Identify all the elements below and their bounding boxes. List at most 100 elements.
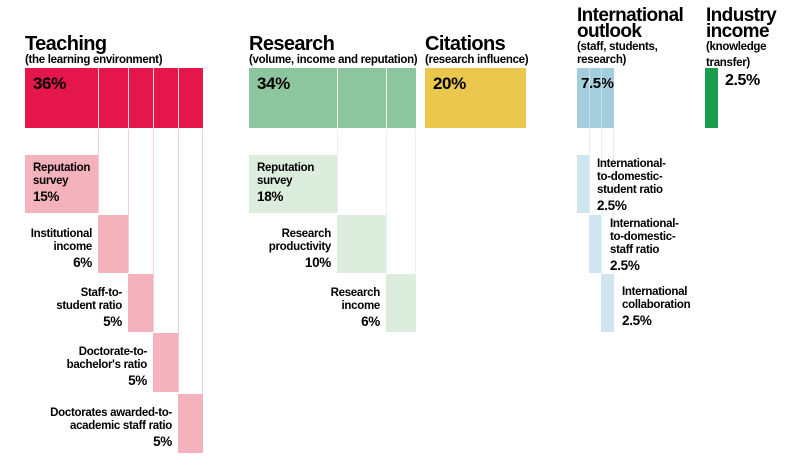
intl-sub-label-student-ratio: International- to-domestic- student rati… <box>597 158 666 212</box>
international-outlook-title: International outlook <box>577 5 684 42</box>
teaching-sub-label-doctorate-bachelor-ratio: Doctorate-to- bachelor's ratio 5% <box>66 346 148 388</box>
industry-income-title: Industry income <box>706 5 777 42</box>
subtitle-line: research) <box>577 54 627 66</box>
sub-label-line: productivity <box>268 241 332 253</box>
sub-label-line: Doctorates awarded-to- <box>50 407 172 419</box>
sub-label-line: Institutional <box>30 228 93 240</box>
citations-main-bar: 20% <box>425 68 526 128</box>
guide-line <box>153 129 154 332</box>
guide-line <box>386 129 387 273</box>
international-outlook-subtitle: (staff, students, research) <box>577 41 658 67</box>
bar-segment-divider <box>601 68 602 128</box>
sub-label-value: 2.5% <box>610 258 640 273</box>
sub-block-label: Reputation survey 18% <box>249 155 337 203</box>
subtitle-line: transfer) <box>706 57 750 69</box>
bar-segment-divider <box>386 68 387 128</box>
sub-label-value: 6% <box>361 314 380 329</box>
sub-label-value: 2.5% <box>622 313 652 328</box>
guide-line <box>202 129 203 453</box>
sub-label-value: 18% <box>257 189 284 204</box>
bar-segment-divider <box>337 68 338 128</box>
guide-line <box>415 129 416 332</box>
intl-sub-label-staff-ratio: International- to-domestic- staff ratio … <box>610 218 679 272</box>
sub-label-value: 5% <box>153 434 172 449</box>
sub-label-line: Research <box>330 287 381 299</box>
sub-label-line: survey <box>257 175 293 187</box>
bar-segment-divider <box>128 68 129 128</box>
sub-label-line: student ratio <box>597 184 663 196</box>
sub-label-value: 15% <box>33 189 60 204</box>
sub-label-value: 6% <box>73 255 92 270</box>
research-sub-block-reputation-survey: Reputation survey 18% <box>249 155 337 213</box>
sub-label-line: to-domestic- <box>597 171 663 183</box>
sub-label-line: International <box>622 286 688 298</box>
intl-sub-label-collaboration: International collaboration 2.5% <box>622 286 691 328</box>
teaching-sub-block-reputation-survey: Reputation survey 15% <box>25 155 98 213</box>
sub-label-line: Reputation <box>33 162 91 174</box>
sub-label-line: bachelor's ratio <box>66 359 148 371</box>
research-sub-label-research-income: Research income 6% <box>330 287 381 329</box>
teaching-value: 36% <box>33 74 66 93</box>
subtitle-line: (staff, students, <box>577 41 658 53</box>
teaching-title: Teaching <box>25 33 107 55</box>
research-main-bar: 34% <box>249 68 416 128</box>
teaching-sub-label-staff-student-ratio: Staff-to- student ratio 5% <box>56 287 122 328</box>
sub-label-line: Research <box>281 228 332 240</box>
teaching-subtitle: (the learning environment) <box>25 54 163 66</box>
teaching-main-bar: 36% <box>25 68 203 128</box>
sub-label-line: income <box>341 300 381 312</box>
teaching-sub-block-doctorate-bachelor-ratio <box>153 333 178 392</box>
title-line: income <box>706 21 770 42</box>
title-line: outlook <box>577 21 642 42</box>
guide-line <box>613 129 614 332</box>
research-value: 34% <box>257 74 290 93</box>
teaching-sub-block-staff-student-ratio <box>128 274 153 332</box>
guide-line <box>128 129 129 273</box>
research-sub-block-research-income <box>386 274 416 332</box>
bar-segment-divider <box>153 68 154 128</box>
sub-label-line: academic staff ratio <box>69 420 172 432</box>
industry-income-main-bar <box>705 68 718 128</box>
industry-income-value: 2.5% <box>725 72 760 89</box>
citations-title: Citations <box>425 33 506 55</box>
sub-label-line: collaboration <box>622 299 691 311</box>
sub-label-line: Doctorate-to- <box>78 346 148 358</box>
citations-subtitle: (research influence) <box>425 54 529 66</box>
industry-income-subtitle: (knowledge transfer) <box>706 41 767 70</box>
guide-line <box>98 129 99 213</box>
guide-line <box>337 129 338 213</box>
teaching-sub-label-doctorates-awarded-ratio: Doctorates awarded-to- academic staff ra… <box>50 407 172 448</box>
bar-segment-divider <box>178 68 179 128</box>
sub-label-value: 5% <box>128 373 147 388</box>
guide-line <box>178 129 179 392</box>
international-outlook-value: 7.5% <box>581 75 614 92</box>
research-sub-label-research-productivity: Research productivity 10% <box>268 228 332 270</box>
guide-line <box>601 129 602 273</box>
research-title: Research <box>249 33 335 55</box>
international-outlook-main-bar: 7.5% <box>577 68 614 128</box>
sub-label-line: student ratio <box>56 300 122 312</box>
bar-segment-divider <box>589 68 590 128</box>
teaching-sub-block-doctorates-awarded-ratio <box>178 394 203 453</box>
sub-label-line: staff ratio <box>610 244 660 256</box>
teaching-sub-block-institutional-income <box>98 215 128 273</box>
sub-label-line: Staff-to- <box>80 287 123 299</box>
sub-label-line: to-domestic- <box>610 231 676 243</box>
sub-label-line: International- <box>610 218 679 230</box>
title-line: International <box>577 5 684 26</box>
intl-sub-block-staff-ratio <box>589 215 601 273</box>
sub-label-value: 10% <box>304 255 331 270</box>
research-subtitle: (volume, income and reputation) <box>249 54 418 66</box>
subtitle-line: (knowledge <box>706 41 767 53</box>
sub-label-line: Reputation <box>257 162 315 174</box>
citations-value: 20% <box>433 74 466 93</box>
bar-segment-divider <box>98 68 99 128</box>
intl-sub-block-student-ratio <box>577 155 589 213</box>
research-sub-block-research-productivity <box>337 215 386 273</box>
teaching-sub-label-institutional-income: Institutional income 6% <box>30 228 93 270</box>
title-line: Industry <box>706 5 777 26</box>
guide-line <box>589 129 590 213</box>
intl-sub-block-collaboration <box>601 274 614 332</box>
sub-label-value: 5% <box>103 314 122 329</box>
